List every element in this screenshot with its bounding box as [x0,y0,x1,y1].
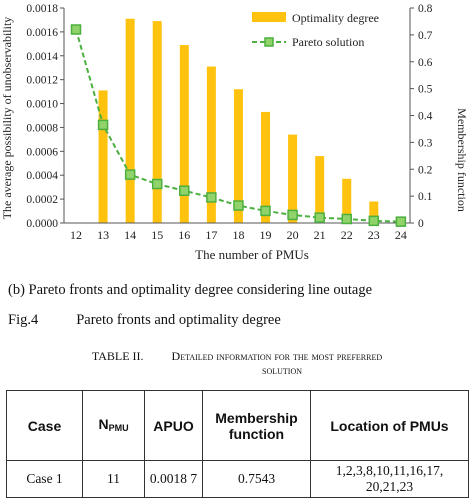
header-npmu-main: N [98,415,109,432]
left-tick-label: 0.0018 [26,3,58,15]
pareto-point [341,213,352,225]
x-tick-label: 15 [151,228,163,242]
figure-caption: Fig.4 Pareto fronts and optimality degree [8,312,281,329]
y-axis-label: The average possibility of unobservabili… [0,17,14,220]
table-title: TABLE II. Detailed information for the mo… [0,349,474,377]
header-location: Location of PMUs [310,390,469,461]
table-row: Case 1 11 0.0018 7 0.7543 1,2,3,8,10,11,… [6,460,469,498]
table-title-line2: solution [262,363,302,377]
header-case: Case [6,390,83,461]
x-tick-label: 19 [260,228,272,242]
right-tick-label: 0.8 [418,3,433,15]
x-tick-label: 13 [97,228,109,242]
right-tick-label: 0 [418,218,424,230]
x-tick-label: 18 [232,228,244,242]
y2-axis-label: Membership function [455,108,469,212]
pareto-point [260,205,271,217]
pareto-point [179,185,190,196]
optimality-bar [152,21,162,224]
table-header-row: Case NPMU APUO Membership function Locat… [6,390,469,461]
left-tick-label: 0.0012 [26,75,58,87]
pareto-chart: 0.0000 0.0002 0.0004 0.0006 0.0008 0.0010 0.00… [0,3,469,262]
optimality-bar [98,90,108,224]
chart-legend: Optimality degree Pareto solution [252,11,379,49]
left-tick-label: 0.0014 [26,51,58,63]
x-tick-labels: 12 13 14 15 16 17 18 19 20 21 22 23 24 [70,228,407,242]
cell-apuo: 0.0018 7 [144,460,203,498]
x-tick-label: 21 [314,228,326,242]
right-tick-label: 0.4 [418,111,433,123]
header-npmu-sub: PMU [108,422,129,433]
x-tick-label: 24 [395,228,407,242]
left-tick-label: 0.0008 [26,122,58,134]
x-tick-label: 16 [178,228,190,242]
left-tick-label: 0.0010 [26,99,58,111]
pareto-point [124,169,136,180]
pareto-point [97,119,109,131]
figure-title: Pareto fronts and optimality degree [76,312,281,328]
pareto-point [395,216,407,227]
left-tick-label: 0.0016 [26,27,58,39]
cell-membership: 0.7543 [202,460,311,498]
figure-number: Fig.4 [8,312,39,328]
right-tick-label: 0.1 [418,191,433,203]
pareto-point [70,24,82,35]
header-membership: Membership function [202,390,311,461]
pareto-point [287,209,298,221]
table-title-line1: Detailed information for the most prefer… [171,349,383,363]
pareto-point [368,215,380,227]
x-tick-label: 14 [124,228,136,242]
pareto-point [206,192,217,203]
subfigure-caption: (b) Pareto fronts and optimality degree … [8,282,373,298]
pareto-point [151,178,163,190]
left-tick-label: 0.0006 [26,146,58,158]
legend-line-marker [264,37,274,47]
left-tick-label: 0.0000 [26,218,58,230]
optimality-bar [342,178,352,223]
preferred-solution-table: Case NPMU APUO Membership function Locat… [6,390,469,498]
optimality-bars [98,18,379,224]
right-tick-label: 0.7 [418,30,433,42]
optimality-bar [179,45,189,224]
optimality-bar [261,111,271,223]
x-tick-label: 12 [70,228,82,242]
table-number: TABLE II. [91,349,144,363]
header-apuo: APUO [144,390,203,461]
legend-bar-swatch [252,12,286,22]
left-axis-ticks: 0.0000 0.0002 0.0004 0.0006 0.0008 0.0010 0.00… [26,3,64,230]
pareto-point [233,200,244,211]
left-tick-label: 0.0002 [26,194,58,206]
x-tick-label: 22 [341,228,353,242]
optimality-bar [315,156,325,223]
legend-bar-label: Optimality degree [292,11,379,25]
x-axis-label: The number of PMUs [195,247,309,262]
pareto-point [314,212,325,223]
right-tick-label: 0.6 [418,57,433,69]
optimality-bar [233,89,243,223]
x-tick-label: 20 [287,228,299,242]
optimality-bar [206,66,216,224]
cell-npmu: 11 [82,460,145,498]
left-tick-label: 0.0004 [26,170,58,182]
pareto-line [70,24,407,227]
right-tick-label: 0.5 [418,84,433,96]
optimality-bar [125,18,135,223]
right-tick-labels: 0 0.1 0.2 0.3 0.4 0.5 0.6 0.7 0.8 [410,3,433,230]
optimality-bar [369,201,379,223]
cell-location: 1,2,3,8,10,11,16,17, 20,21,23 [310,460,469,498]
cell-case: Case 1 [6,460,83,498]
optimality-bar [288,134,298,223]
x-tick-label: 23 [368,228,380,242]
legend-line-label: Pareto solution [292,35,364,49]
x-tick-label: 17 [205,228,217,242]
right-tick-label: 0.3 [418,137,433,149]
header-npmu: NPMU [82,390,145,461]
right-tick-label: 0.2 [418,164,433,176]
